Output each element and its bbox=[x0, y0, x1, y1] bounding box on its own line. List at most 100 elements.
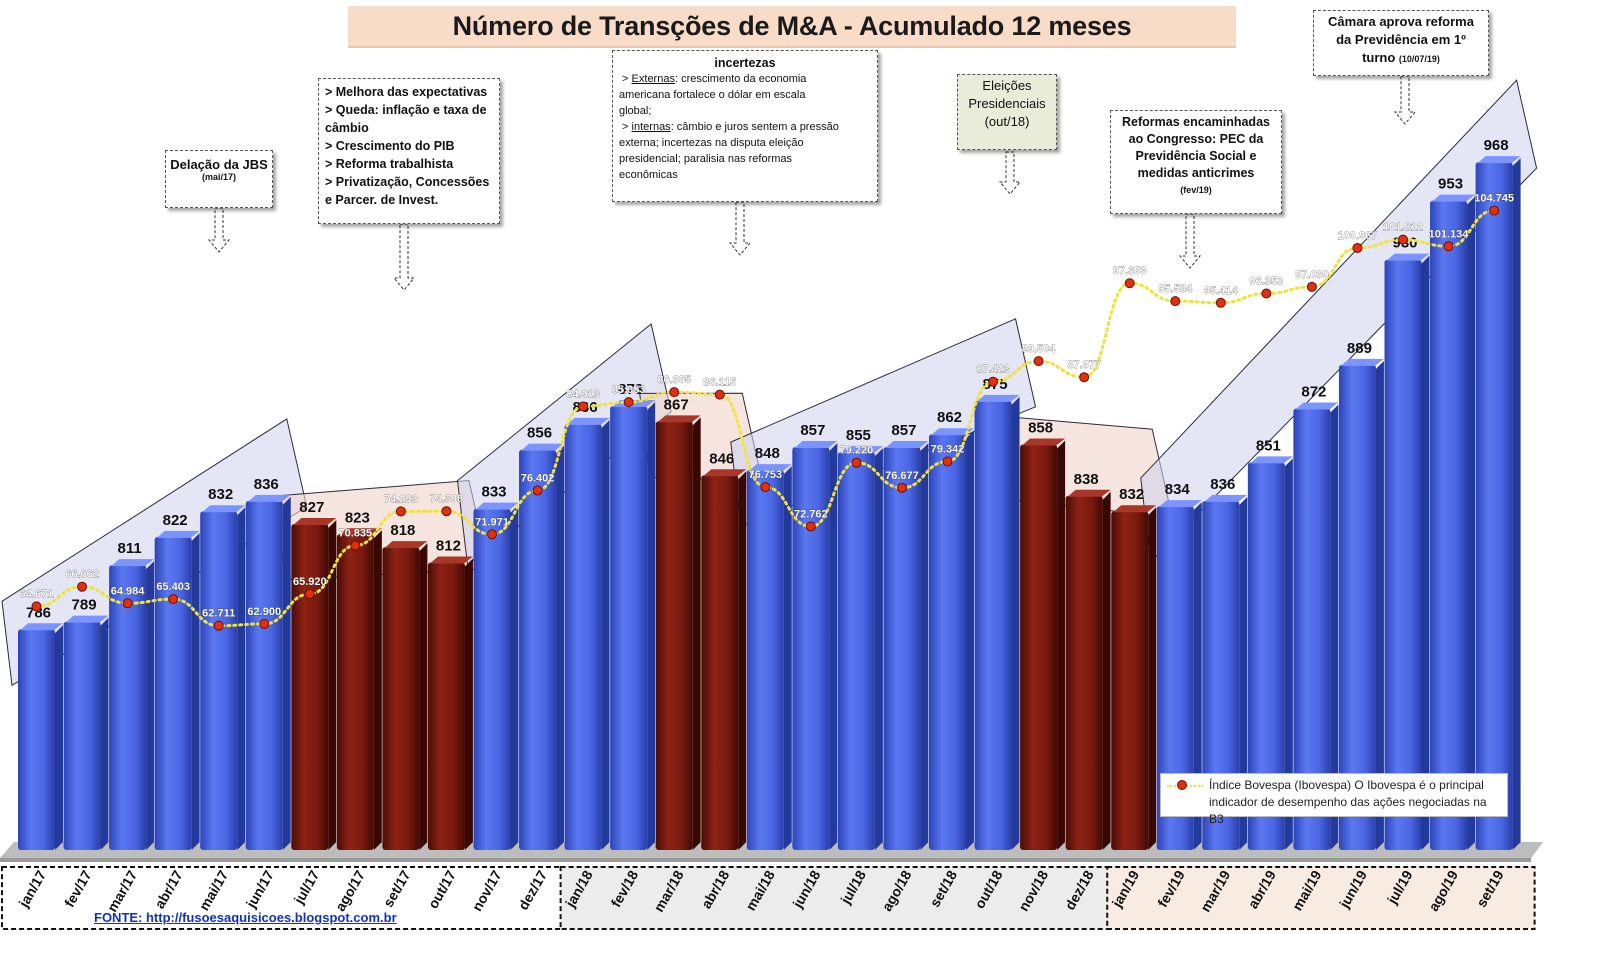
bar-front bbox=[473, 508, 511, 850]
bar-top bbox=[566, 417, 610, 425]
callout-eleicoes: Eleições Presidenciais (out/18) bbox=[957, 74, 1057, 150]
callout-melhora: > Melhora das expectativas > Queda: infl… bbox=[318, 78, 500, 224]
bar-side bbox=[738, 471, 747, 850]
bar-set/19 bbox=[1475, 156, 1521, 851]
bar-side bbox=[146, 561, 155, 850]
bar-front bbox=[427, 562, 465, 850]
callout-reformas-line: ao Congresso: PEC da bbox=[1128, 132, 1264, 146]
callout-reformas-date: (fev/19) bbox=[1180, 185, 1212, 195]
bar-jan/19 bbox=[1111, 505, 1157, 850]
bar-jan/18 bbox=[564, 417, 610, 850]
callout-arrow bbox=[1178, 213, 1202, 269]
bar-series bbox=[18, 156, 1521, 851]
year-group-box bbox=[559, 866, 1110, 930]
bar-top bbox=[1340, 358, 1384, 366]
bar-value-label: 867 bbox=[664, 396, 689, 413]
bar-front bbox=[837, 452, 875, 850]
callout-incertezas: incertezas > Externas: crescimento da ec… bbox=[612, 50, 878, 202]
ibovespa-marker-fev/18 bbox=[623, 397, 634, 408]
callout-arrow bbox=[998, 151, 1022, 195]
ibovespa-value-label: 66.662 bbox=[65, 569, 99, 581]
callout-arrow bbox=[1393, 75, 1417, 125]
bar-set/17 bbox=[382, 541, 428, 850]
callout-eleicoes-line: Eleições bbox=[982, 78, 1032, 93]
bar-value-label: 836 bbox=[254, 476, 279, 493]
bar-top bbox=[794, 441, 838, 449]
callout-jbs-date: (mai/17) bbox=[201, 172, 236, 182]
bar-jul/19 bbox=[1384, 253, 1430, 851]
ibovespa-marker-ago/19 bbox=[1443, 241, 1454, 252]
bar-value-label: 832 bbox=[208, 486, 233, 503]
bar-top bbox=[20, 623, 63, 631]
bar-side bbox=[419, 543, 428, 850]
ibovespa-marker-ago/17 bbox=[350, 540, 361, 551]
bar-front bbox=[1156, 506, 1194, 850]
bar-front bbox=[1430, 200, 1468, 851]
bar-value-label: 862 bbox=[937, 409, 962, 426]
bar-top bbox=[338, 528, 382, 536]
bar-side bbox=[464, 558, 473, 850]
bar-top bbox=[156, 530, 200, 538]
bar-front bbox=[519, 449, 557, 850]
ibovespa-value-label: 65.920 bbox=[293, 576, 327, 588]
bar-side bbox=[1421, 255, 1430, 850]
bar-jun/19 bbox=[1338, 358, 1384, 850]
bar-value-label: 812 bbox=[436, 538, 461, 555]
bar-out/18 bbox=[974, 394, 1020, 850]
bar-side bbox=[692, 417, 701, 850]
source-link[interactable]: FONTE: http://fusoesaquisicoes.blogspot.… bbox=[94, 910, 397, 925]
bar-value-label: 822 bbox=[163, 512, 188, 529]
callout-externas-text: global; bbox=[619, 105, 652, 117]
ibovespa-marker-out/18 bbox=[988, 376, 999, 387]
bar-side bbox=[1193, 502, 1202, 850]
bar-front bbox=[382, 547, 420, 850]
bar-top bbox=[202, 505, 246, 513]
callout-camara: Câmara aprova reforma da Previdência em … bbox=[1313, 10, 1489, 76]
bar-side bbox=[647, 401, 656, 850]
bar-value-label: 823 bbox=[345, 509, 370, 526]
ibovespa-marker-mai/19 bbox=[1306, 281, 1317, 292]
bar-value-label: 811 bbox=[117, 540, 141, 557]
ibovespa-value-label: 100.967 bbox=[1338, 230, 1378, 242]
ibovespa-marker-mar/17 bbox=[122, 598, 133, 609]
ibovespa-marker-fev/17 bbox=[77, 581, 88, 592]
bar-value-label: 873 bbox=[618, 381, 643, 398]
callout-camara-line: Câmara aprova reforma bbox=[1328, 14, 1474, 29]
bar-front bbox=[655, 421, 693, 850]
bar-front bbox=[1293, 408, 1331, 850]
ibovespa-value-label: 65.403 bbox=[156, 581, 190, 593]
bar-top bbox=[65, 615, 109, 623]
bar-jun/17 bbox=[245, 494, 291, 850]
bar-side bbox=[783, 466, 792, 850]
callout-arrow bbox=[207, 207, 231, 253]
bar-side bbox=[1467, 196, 1476, 851]
bar-value-label: 846 bbox=[709, 450, 734, 467]
callout-camara-line: turno bbox=[1362, 50, 1396, 65]
callout-internas-label: internas bbox=[631, 121, 671, 133]
bar-front bbox=[974, 400, 1012, 850]
ibovespa-marker-dez/18 bbox=[1079, 372, 1090, 383]
bar-front bbox=[1338, 364, 1376, 850]
bar-front bbox=[883, 447, 921, 850]
callout-internas-text: externa; incertezas na disputa eleição bbox=[619, 137, 804, 149]
bar-out/17 bbox=[427, 556, 473, 850]
bar-abr/19 bbox=[1247, 456, 1293, 850]
bar-front bbox=[792, 447, 830, 850]
ibovespa-value-label: 76.402 bbox=[521, 473, 555, 485]
bar-front bbox=[109, 565, 147, 850]
bar-fev/17 bbox=[63, 615, 109, 850]
ibovespa-marker-jan/18 bbox=[578, 401, 589, 412]
bar-side bbox=[373, 530, 382, 850]
bar-top bbox=[748, 464, 792, 472]
ibovespa-value-label: 85.353 bbox=[612, 384, 646, 396]
ibovespa-value-label: 64.671 bbox=[20, 588, 54, 600]
callout-camara-date: (10/07/19) bbox=[1398, 54, 1440, 64]
bar-top bbox=[1477, 156, 1521, 164]
bar-side bbox=[1239, 496, 1248, 850]
bar-front bbox=[1247, 462, 1285, 850]
legend-marker-swatch bbox=[1177, 780, 1187, 790]
ibovespa-value-label: 76.677 bbox=[885, 470, 919, 482]
bar-side bbox=[829, 443, 838, 850]
bar-top bbox=[1158, 500, 1202, 508]
bar-front bbox=[63, 621, 101, 850]
